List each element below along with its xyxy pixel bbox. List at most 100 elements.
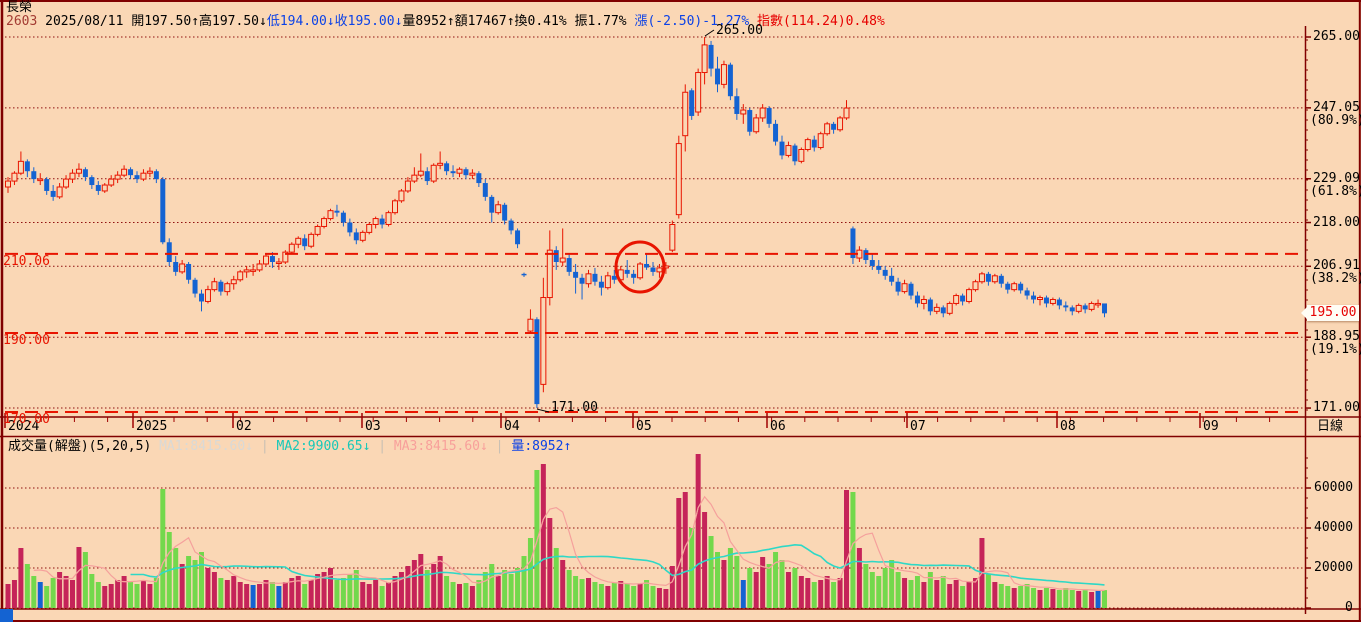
- volume-bar: [366, 584, 372, 608]
- volume-bar: [424, 570, 430, 608]
- volume-bar: [702, 512, 708, 608]
- volume-bar: [1024, 584, 1030, 608]
- text-segment: 2603: [6, 14, 46, 29]
- text-segment: 高197.50↓: [199, 14, 267, 29]
- volume-bar: [637, 584, 643, 608]
- volume-bar: [669, 566, 675, 608]
- volume-bar: [656, 588, 662, 608]
- price-axis-label: 171.00: [1313, 400, 1360, 415]
- volume-bar: [644, 580, 650, 608]
- volume-bar: [1018, 586, 1024, 608]
- volume-bar: [598, 584, 604, 608]
- volume-bar: [37, 582, 43, 608]
- month-label: 02: [236, 419, 252, 434]
- volume-bar: [1102, 590, 1107, 608]
- drawn-line-price-label: 210.06: [3, 254, 50, 269]
- volume-bar: [11, 580, 17, 608]
- volume-bar: [405, 566, 411, 608]
- volume-bar: [818, 580, 824, 608]
- volume-bar: [192, 560, 198, 608]
- volume-bar: [237, 582, 243, 608]
- volume-bar: [482, 572, 488, 608]
- volume-bar: [605, 586, 611, 608]
- volume-bar: [373, 580, 379, 608]
- volume-bar: [534, 470, 540, 608]
- volume-bar: [934, 580, 940, 608]
- current-price-tag: 195.00: [1301, 305, 1359, 321]
- volume-bar: [63, 576, 69, 608]
- volume-bar: [1076, 591, 1082, 608]
- volume-bar: [624, 584, 630, 608]
- volume-bar: [263, 580, 269, 608]
- volume-bar: [250, 585, 256, 608]
- volume-bar: [1011, 588, 1017, 608]
- volume-bar: [895, 572, 901, 608]
- volume-bar: [231, 576, 237, 608]
- text-segment: |: [487, 439, 512, 454]
- volume-bar: [953, 580, 959, 608]
- volume-bar: [95, 582, 101, 608]
- volume-bar: [863, 564, 869, 608]
- volume-bar: [566, 570, 572, 608]
- volume-bar: [1089, 592, 1095, 608]
- volume-bar: [147, 584, 153, 608]
- volume-bar: [966, 582, 972, 608]
- text-segment: |: [253, 439, 277, 454]
- volume-bar: [553, 548, 559, 608]
- volume-bar: [379, 586, 385, 608]
- volume-bar: [908, 580, 914, 608]
- price-axis-fib-percent: (61.8%): [1310, 184, 1361, 199]
- price-axis-label: 229.09: [1313, 171, 1360, 186]
- text-segment: 換0.41%: [514, 14, 575, 29]
- text-segment: 量8952↑: [402, 14, 455, 29]
- volume-bar: [792, 568, 798, 608]
- volume-bar: [740, 580, 746, 608]
- text-segment: 量:8952↑: [511, 439, 572, 454]
- volume-bar: [205, 568, 211, 608]
- volume-bar: [186, 556, 192, 608]
- volume-bar: [224, 580, 230, 608]
- volume-bar: [392, 576, 398, 608]
- volume-bar: [50, 578, 56, 608]
- volume-bar: [24, 564, 30, 608]
- volume-axis-label: 40000: [1314, 520, 1354, 535]
- text-segment: 振1.77%: [574, 14, 635, 29]
- volume-bar: [173, 548, 179, 608]
- volume-bar: [760, 557, 766, 608]
- month-label: 04: [504, 419, 520, 434]
- volume-bar: [321, 572, 327, 608]
- price-axis-fib-percent: (38.2%): [1310, 271, 1361, 286]
- volume-bar: [134, 584, 140, 608]
- volume-bar: [289, 578, 295, 608]
- volume-bar: [902, 578, 908, 608]
- volume-bar: [611, 583, 617, 608]
- volume-axis-label: 20000: [1314, 560, 1354, 575]
- volume-bar: [211, 572, 217, 608]
- volume-bar: [153, 578, 159, 608]
- period-selector[interactable]: 日線: [1317, 419, 1344, 434]
- volume-bar: [850, 492, 856, 608]
- volume-bar: [489, 564, 495, 608]
- month-label: 09: [1203, 419, 1219, 434]
- drawn-line-price-label: 170.00: [3, 412, 50, 427]
- volume-bar: [82, 552, 88, 608]
- text-segment: 額17467↑: [454, 14, 515, 29]
- volume-bar: [328, 568, 333, 608]
- volume-bar: [1095, 590, 1101, 608]
- volume-bar: [831, 582, 837, 608]
- volume-bar: [715, 552, 720, 608]
- volume-bar: [437, 556, 443, 608]
- drawn-line-price-label: 190.00: [3, 333, 50, 348]
- volume-bar: [779, 560, 785, 608]
- volume-bar: [927, 572, 933, 608]
- volume-bar: [631, 586, 637, 608]
- volume-bar: [353, 570, 359, 608]
- volume-bar: [527, 538, 533, 608]
- month-label: 08: [1060, 419, 1076, 434]
- volume-bar: [811, 582, 817, 608]
- volume-bar: [682, 492, 688, 608]
- volume-bar: [302, 584, 308, 608]
- volume-axis-label: 0: [1345, 600, 1353, 615]
